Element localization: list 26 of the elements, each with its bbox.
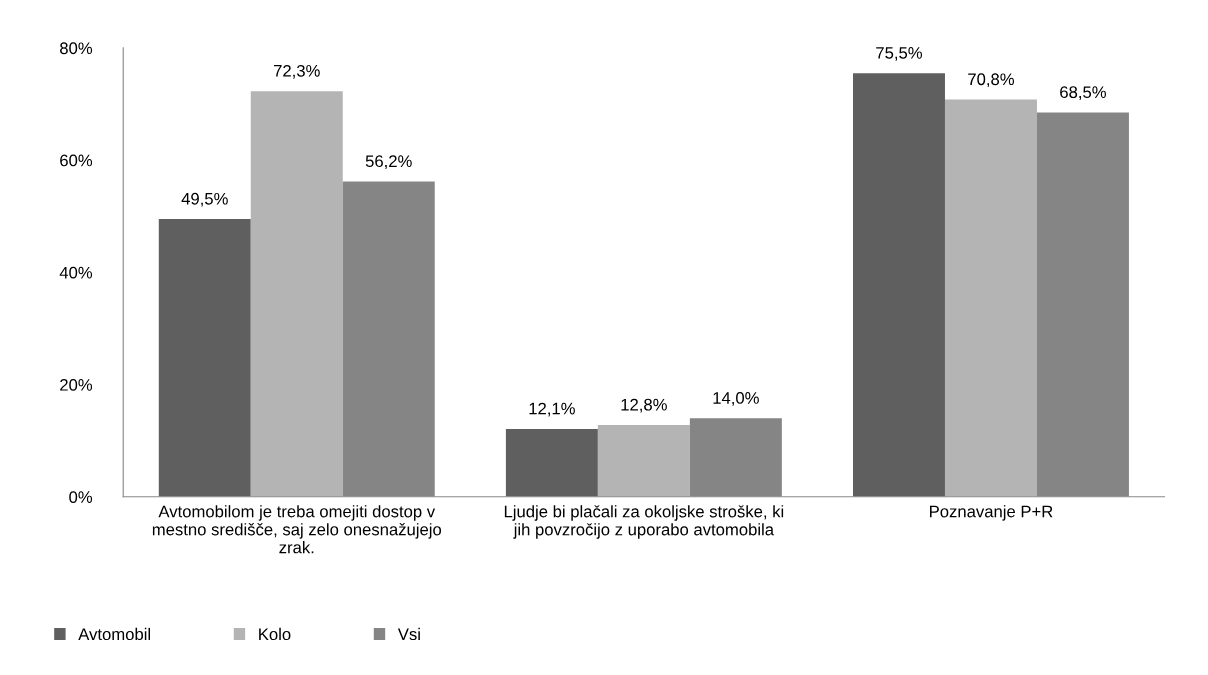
x-tick-label: Ljudje bi plačali za okoljske stroške, ki jih povzročijo z uporabo avtomobila bbox=[504, 505, 784, 539]
data-label: 12,8% bbox=[621, 398, 667, 413]
y-tick-label: 40% bbox=[59, 266, 93, 279]
legend-label: Kolo bbox=[259, 627, 291, 641]
y-tick-label: 60% bbox=[60, 154, 93, 167]
bar bbox=[158, 219, 251, 497]
y-tick-label: 20% bbox=[60, 378, 93, 391]
data-label: 72,3% bbox=[273, 64, 320, 79]
legend-label: Avtomobil bbox=[78, 627, 151, 641]
x-tick-label: Avtomobilom je treba omejiti dostop v mestno središče, saj zelo onesnažujejo zrak. bbox=[152, 505, 442, 554]
data-label: 14,0% bbox=[713, 392, 759, 406]
bar bbox=[505, 428, 598, 497]
bar bbox=[250, 91, 343, 497]
data-label: 12,1% bbox=[529, 402, 575, 417]
data-label: 68,5% bbox=[1060, 86, 1106, 101]
y-tick-label: 0% bbox=[69, 491, 93, 503]
data-label: 49,5% bbox=[181, 192, 228, 207]
data-label: 70,8% bbox=[968, 73, 1014, 88]
bar bbox=[944, 99, 1037, 497]
data-label: 56,2% bbox=[365, 155, 412, 170]
legend-label: Vsi bbox=[397, 627, 420, 641]
data-label: 75,5% bbox=[876, 47, 923, 61]
x-tick-label: Poznavanje P+R bbox=[930, 505, 1053, 521]
bar bbox=[597, 424, 690, 497]
y-tick-label: 80% bbox=[60, 42, 93, 55]
bar bbox=[852, 73, 945, 497]
